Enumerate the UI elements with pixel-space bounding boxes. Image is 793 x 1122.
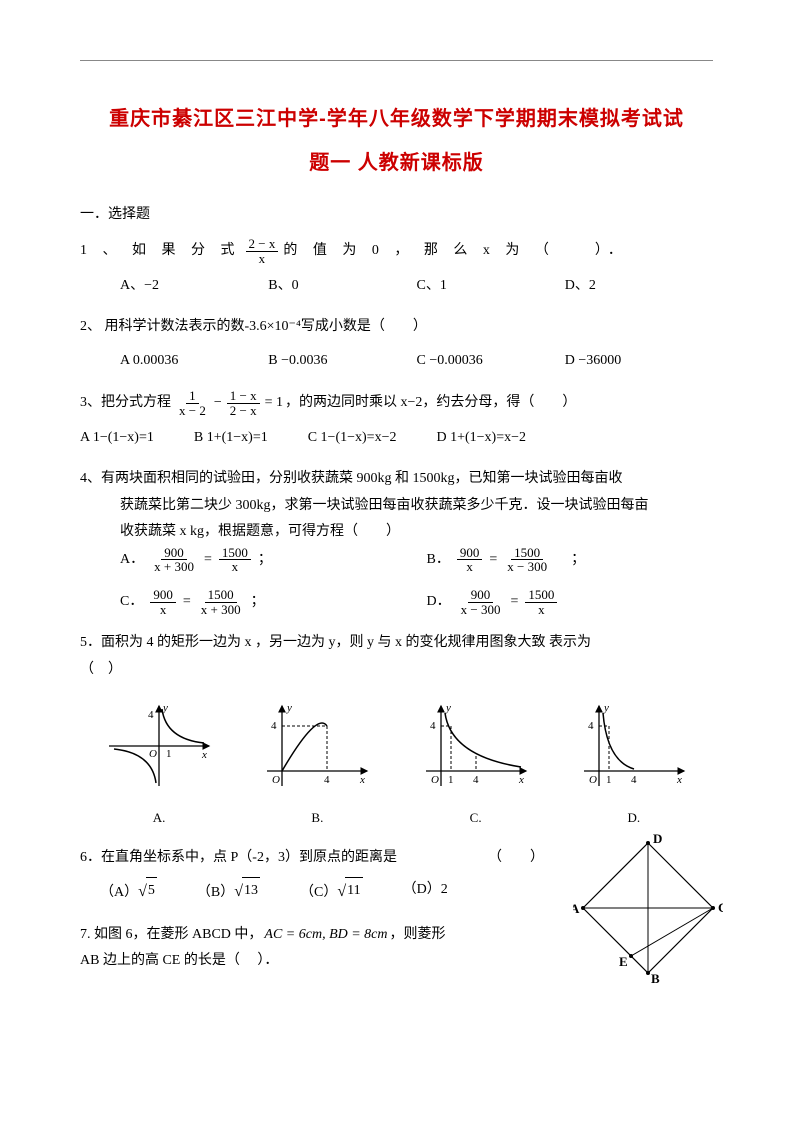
q7-l1-math: AC = 6cm, BD = 8cm [264,922,387,949]
q5-label-a: A. [104,806,214,831]
q3-opt-a: A 1−(1−x)=1 [80,425,154,452]
q4-opt-c: C． 900x = 1500x + 300 ； [120,588,407,616]
q4-opt-d: D． 900x − 300 = 1500x [427,588,714,616]
svg-text:x: x [359,774,365,786]
q3-pre: 3、把分式方程 [80,390,171,417]
q3-minus: − [214,390,222,417]
svg-text:y: y [286,702,292,714]
q6-opt-a: （A）5 [100,877,157,907]
svg-text:B: B [651,971,660,983]
section-heading-1: 一．选择题 [80,203,713,223]
q2-options: A 0.00036 B −0.0036 C −0.00036 D −36000 [120,348,713,375]
q1-opt-d: D、2 [565,273,713,300]
q7-l1-pre: 7. 如图 6，在菱形 ABCD 中， [80,922,262,949]
q3-options: A 1−(1−x)=1 B 1+(1−x)=1 C 1−(1−x)=x−2 D … [80,425,713,452]
q6-opt-b: （B）13 [197,877,260,907]
svg-text:y: y [162,702,168,714]
q2-opt-a: A 0.00036 [120,348,268,375]
question-3: 3、把分式方程 1 x − 2 − 1 − x 2 − x = 1 ，的两边同时… [80,389,713,452]
svg-text:O: O [431,774,439,786]
q4-l2: 获蔬菜比第二块少 300kg，求第一块试验田每亩收获蔬菜多少千克．设一块试验田每… [120,493,713,520]
graph-d-svg: 4 1 4 O x y [579,701,689,791]
q1-fraction: 2 − x x [246,237,279,265]
q6-opt-d: （D）2 [403,877,448,907]
svg-text:x: x [676,774,682,786]
q5-label-c: C. [421,806,531,831]
q4-l3: 收获蔬菜 x kg，根据题意，可得方程（ ） [120,524,400,539]
q3-frac2: 1 − x 2 − x [227,389,260,417]
q3-opt-c: C 1−(1−x)=x−2 [308,425,397,452]
rhombus-figure: D C B A E [573,833,723,983]
svg-text:y: y [603,702,609,714]
title-line-1: 重庆市綦江区三江中学-学年八年级数学下学期期末模拟考试试 [80,97,713,141]
q1-opt-c: C、1 [417,273,565,300]
svg-text:x: x [518,774,524,786]
graph-c-svg: 4 1 4 O x y [421,701,531,791]
svg-text:4: 4 [473,774,479,786]
q5-label-b: B. [262,806,372,831]
q5-graph-b: 4 4 O x y B. [262,701,372,830]
svg-text:4: 4 [148,709,154,721]
q3-opt-d: D 1+(1−x)=x−2 [436,425,526,452]
svg-text:O: O [272,774,280,786]
question-7: 7. 如图 6，在菱形 ABCD 中， AC = 6cm, BD = 8cm ，… [80,922,520,975]
q3-frac1: 1 x − 2 [176,389,209,417]
q5-paren: （ ） [80,657,713,684]
q4-opt-a: A． 900x + 300 = 1500x ； [120,546,407,574]
svg-text:D: D [653,833,662,846]
q1-pre: 1 、 如 果 分 式 [80,238,241,265]
svg-text:4: 4 [324,774,330,786]
svg-text:1: 1 [166,748,172,760]
q5-text: 5．面积为 4 的矩形一边为 x ，另一边为 y，则 y 与 x 的变化规律用图… [80,630,713,657]
q1-post: 的 值 为 0 ， 那 么 x 为 （ ）． [283,238,628,265]
q6-opt-c: （C）11 [300,877,363,907]
top-rule [80,60,713,61]
svg-text:1: 1 [606,774,612,786]
exam-title: 重庆市綦江区三江中学-学年八年级数学下学期期末模拟考试试 题一 人教新课标版 [80,97,713,185]
svg-text:y: y [445,702,451,714]
svg-text:1: 1 [448,774,454,786]
graph-b-svg: 4 4 O x y [262,701,372,791]
q2-text: 2、 用科学计数法表示的数-3.6×10⁻⁴写成小数是（ ） [80,314,713,341]
q2-opt-b: B −0.0036 [268,348,416,375]
q5-graph-c: 4 1 4 O x y C. [421,701,531,830]
graph-a-svg: 4 1 O x y [104,701,214,791]
svg-text:O: O [149,748,157,760]
q2-opt-c: C −0.00036 [417,348,565,375]
svg-text:4: 4 [271,720,277,732]
svg-text:4: 4 [631,774,637,786]
svg-text:C: C [718,900,723,915]
question-1: 1 、 如 果 分 式 2 − x x 的 值 为 0 ， 那 么 x 为 （ … [80,237,713,300]
svg-text:4: 4 [430,720,436,732]
q1-opt-a: A、−2 [120,273,268,300]
q7-l1-post: ，则菱形 [390,922,446,949]
q1-opt-b: B、0 [268,273,416,300]
svg-text:x: x [201,749,207,761]
q1-options: A、−2 B、0 C、1 D、2 [120,273,713,300]
q3-eq: = 1 [265,390,283,417]
q7-l2: AB 边上的高 CE 的长是（ ）． [80,948,520,975]
svg-text:4: 4 [588,720,594,732]
question-2: 2、 用科学计数法表示的数-3.6×10⁻⁴写成小数是（ ） A 0.00036… [80,314,713,375]
q5-label-d: D. [579,806,689,831]
question-5: 5．面积为 4 的矩形一边为 x ，另一边为 y，则 y 与 x 的变化规律用图… [80,630,713,830]
q5-graph-a: 4 1 O x y A. [104,701,214,830]
svg-text:E: E [619,954,628,969]
q5-graph-d: 4 1 4 O x y D. [579,701,689,830]
q5-graphs: 4 1 O x y A. 4 4 O [80,701,713,830]
q4-options: A． 900x + 300 = 1500x ； B． 900x = 1500x … [120,546,713,617]
question-4: 4、有两块面积相同的试验田，分别收获蔬菜 900kg 和 1500kg，已知第一… [80,466,713,616]
q3-post: ，的两边同时乘以 x−2，约去分母，得（ ） [285,390,576,417]
svg-text:O: O [589,774,597,786]
q3-opt-b: B 1+(1−x)=1 [194,425,268,452]
title-line-2: 题一 人教新课标版 [80,141,713,185]
q4-l1: 4、有两块面积相同的试验田，分别收获蔬菜 900kg 和 1500kg，已知第一… [80,466,713,493]
q2-opt-d: D −36000 [565,348,713,375]
svg-text:A: A [573,901,580,916]
q4-opt-b: B． 900x = 1500x − 300 ； [427,546,714,574]
